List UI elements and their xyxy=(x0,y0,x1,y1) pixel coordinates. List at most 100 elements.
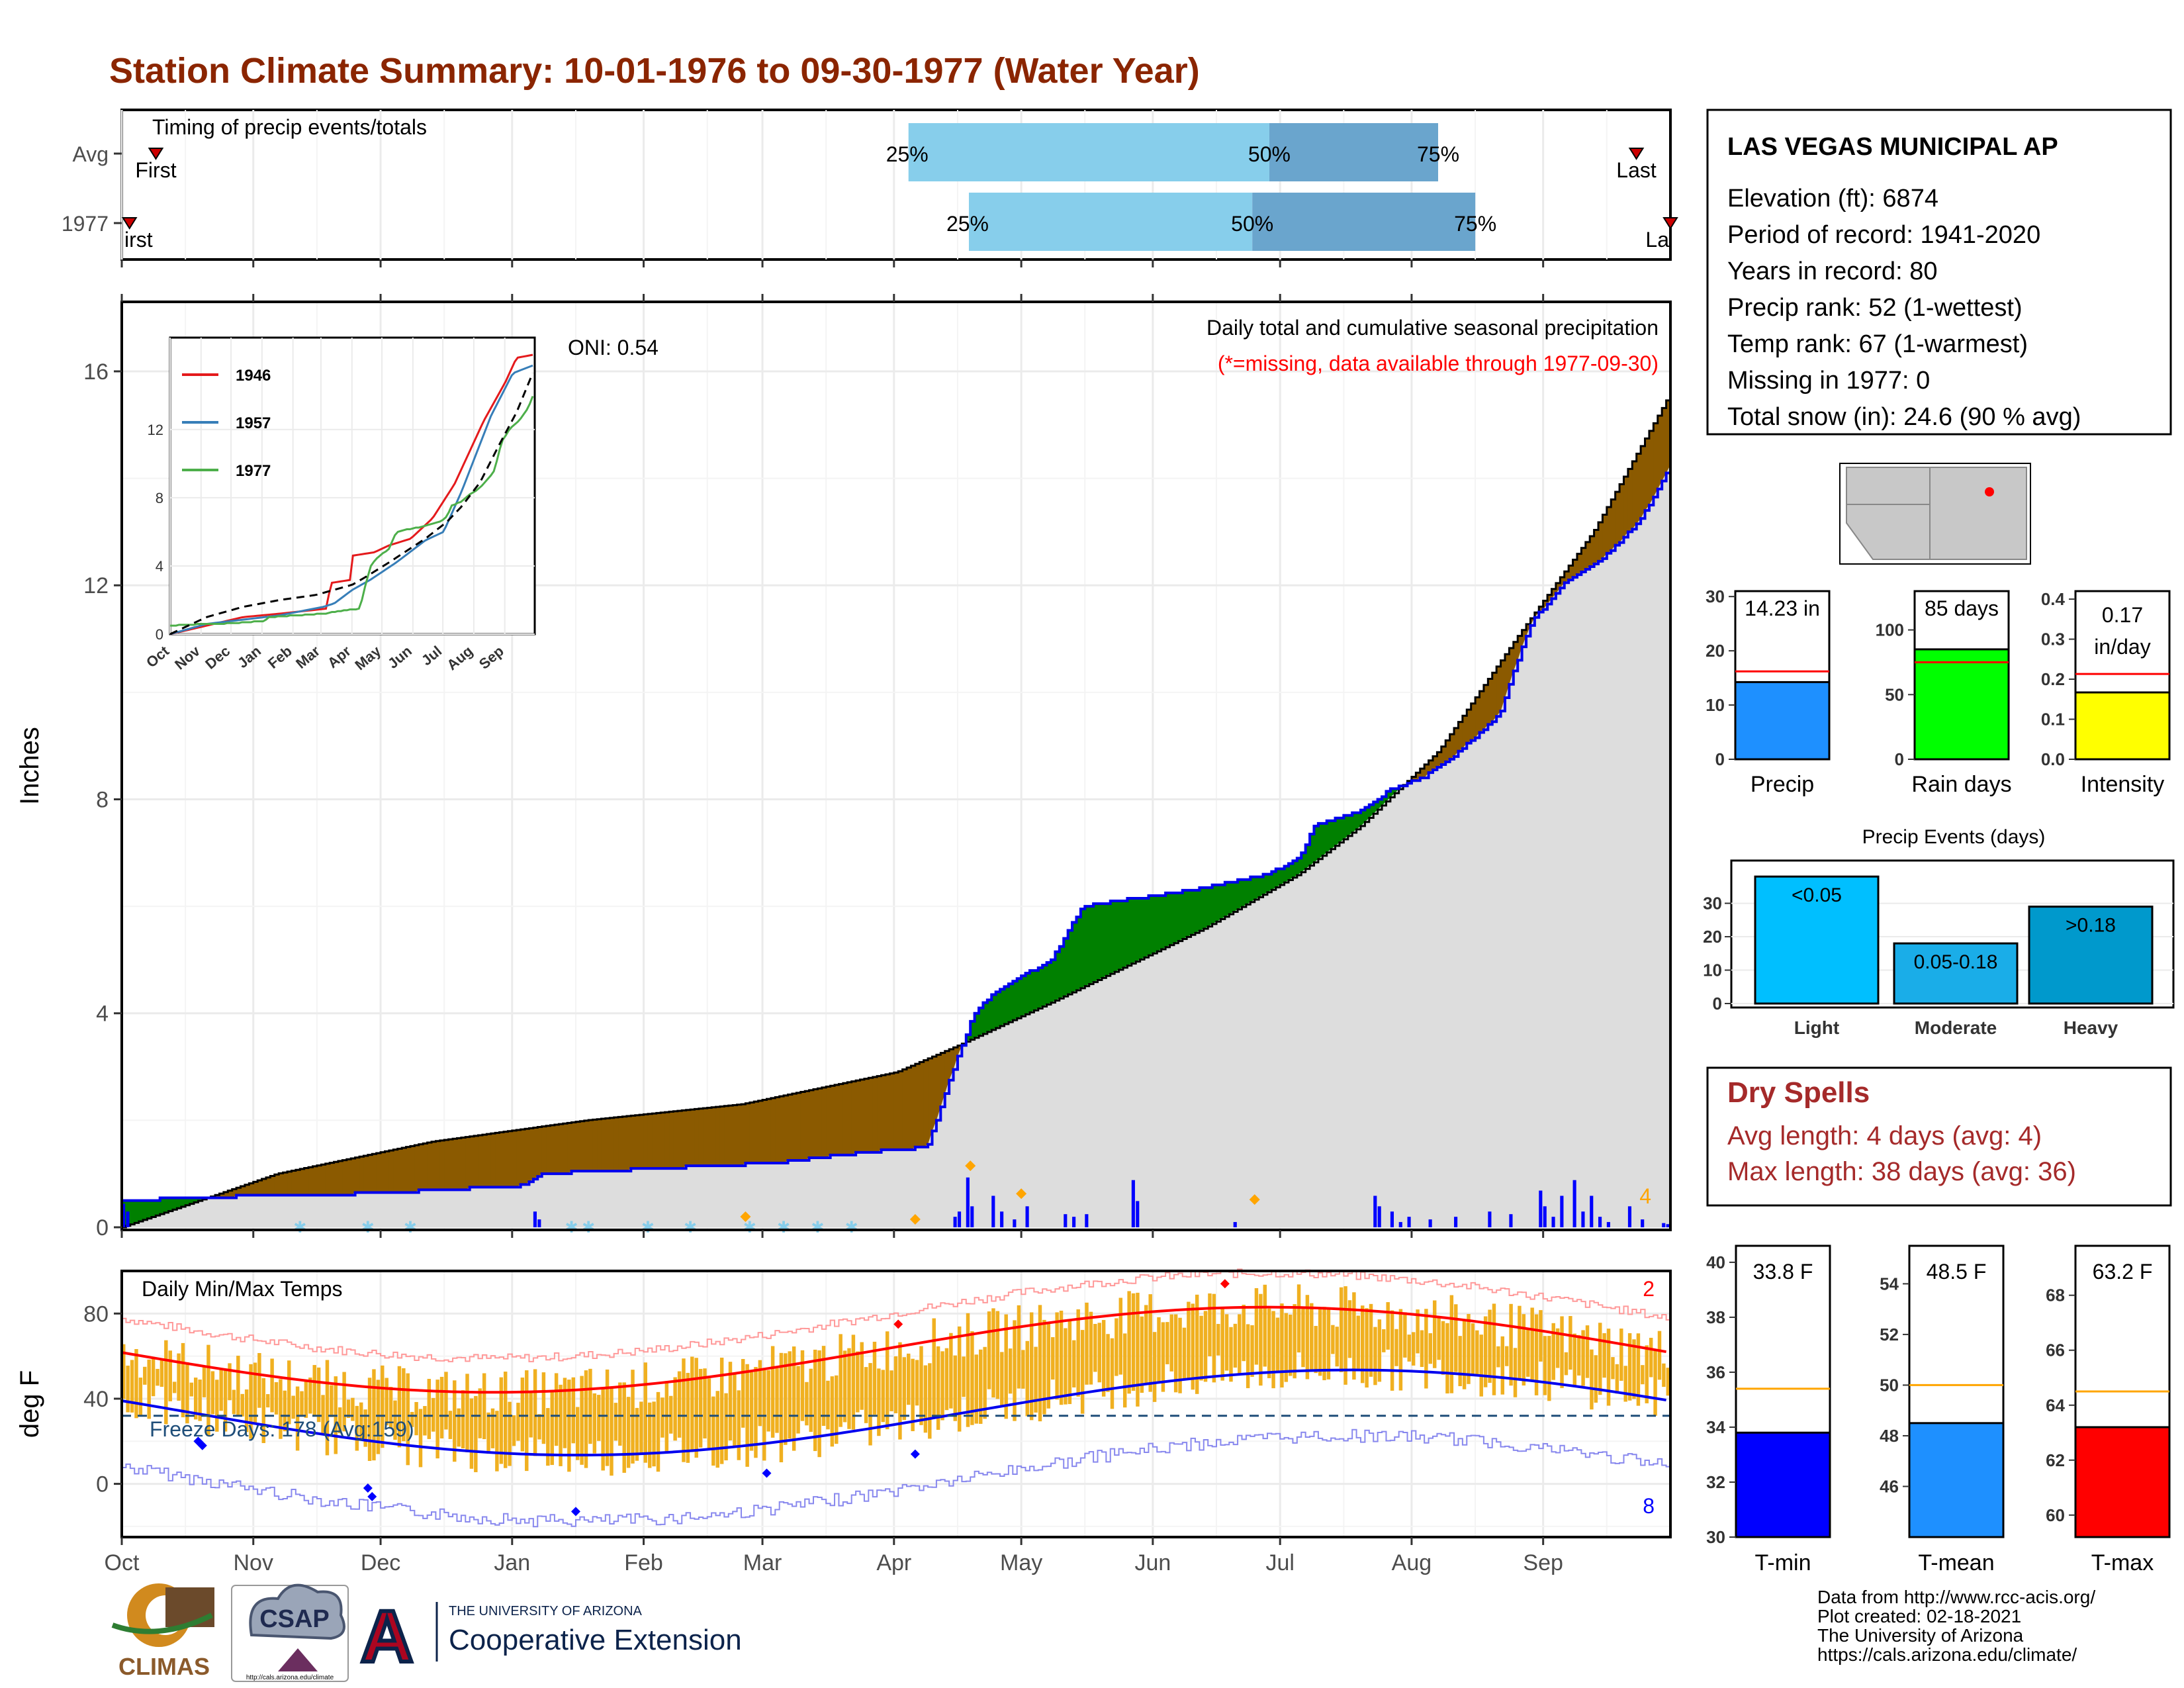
daily-temp-range-bar xyxy=(520,1378,525,1452)
daily-temp-range-bar xyxy=(1259,1293,1263,1386)
daily-precip-bar xyxy=(966,1177,970,1227)
below-normal-deficit-fill xyxy=(618,1117,623,1172)
below-normal-deficit-fill xyxy=(711,1107,717,1166)
daily-temp-range-bar xyxy=(300,1391,304,1416)
below-normal-deficit-fill xyxy=(388,1150,394,1193)
record-high-line xyxy=(122,1268,1670,1362)
summary-bar-group: 0.0 0.1 0.2 0.3 0.4 0.17 in/day Intensity xyxy=(2041,589,2171,797)
daily-temp-range-bar xyxy=(1500,1336,1505,1395)
inset-y-tick-label: 0 xyxy=(156,626,163,643)
above-normal-surplus-fill xyxy=(995,992,1001,1028)
daily-temp-range-bar xyxy=(1602,1333,1606,1378)
below-normal-deficit-fill xyxy=(817,1088,823,1158)
daily-temp-range-bar xyxy=(1373,1327,1377,1385)
snow-day-icon: ✱ xyxy=(684,1219,697,1237)
above-normal-surplus-fill xyxy=(1199,887,1205,931)
daily-temp-range-bar xyxy=(1017,1305,1021,1389)
station-info-line: Missing in 1977: 0 xyxy=(1727,367,1930,395)
daily-temp-range-bar xyxy=(1097,1323,1101,1383)
daily-temp-range-bar xyxy=(1178,1317,1182,1393)
above-normal-surplus-fill xyxy=(1013,981,1018,1021)
station-info-box: LAS VEGAS MUNICIPAL AP Elevation (ft): 6… xyxy=(1706,109,2172,436)
above-normal-surplus-fill xyxy=(970,1021,976,1040)
above-normal-surplus-fill xyxy=(185,1197,191,1205)
daily-temp-range-bar xyxy=(567,1380,571,1472)
snow-day-icon: ✱ xyxy=(845,1219,858,1237)
daily-temp-range-bar xyxy=(508,1401,512,1466)
below-normal-deficit-fill xyxy=(427,1143,432,1190)
below-normal-deficit-fill xyxy=(1606,507,1612,553)
temp-panel: 0 40 80 deg F Daily Min/Max Temps Freeze D… xyxy=(15,1268,1672,1538)
above-normal-surplus-fill xyxy=(1382,796,1387,806)
last-event-label: La xyxy=(1645,228,1669,252)
below-normal-deficit-fill xyxy=(402,1147,407,1193)
cumulative-observed-line xyxy=(122,465,1672,1202)
above-normal-surplus-fill xyxy=(1369,804,1375,818)
csap-logo: CSAP http://cals.arizona.edu/climate xyxy=(231,1583,349,1682)
daily-precip-bar xyxy=(1551,1217,1555,1227)
daily-temp-range-bar xyxy=(1195,1294,1199,1394)
daily-temp-range-bar xyxy=(423,1406,427,1436)
below-normal-deficit-fill xyxy=(363,1155,369,1193)
daily-temp-range-bar xyxy=(1403,1312,1407,1358)
below-normal-deficit-fill xyxy=(453,1139,458,1190)
daily-temp-range-bar xyxy=(1059,1311,1064,1405)
below-normal-deficit-fill xyxy=(584,1120,590,1172)
daily-temp-range-bar xyxy=(1641,1365,1645,1385)
below-normal-deficit-fill xyxy=(805,1091,810,1160)
below-normal-deficit-fill xyxy=(312,1166,318,1196)
daily-temp-range-bar xyxy=(1576,1335,1581,1376)
below-normal-deficit-fill xyxy=(936,1055,942,1121)
month-tick-label: Jul xyxy=(1265,1550,1294,1575)
below-normal-deficit-fill xyxy=(372,1154,377,1193)
daily-temp-range-bar xyxy=(923,1365,928,1433)
daily-temp-range-bar xyxy=(1199,1315,1203,1381)
temp-summary-tick-label: 38 xyxy=(1706,1307,1725,1327)
below-normal-deficit-fill xyxy=(359,1156,365,1193)
logos: CLIMAS CSAP http://cals.arizona.edu/clim… xyxy=(111,1583,742,1682)
below-normal-deficit-fill xyxy=(821,1087,827,1158)
timing-panel-title: Timing of precip events/totals xyxy=(152,115,427,139)
daily-temp-range-bar xyxy=(813,1349,817,1452)
daily-temp-range-bar xyxy=(1267,1308,1271,1378)
daily-temp-range-bar xyxy=(898,1342,902,1440)
temp-summary-group: 30 32 34 36 38 40 33.8 F T-min xyxy=(1706,1244,1831,1575)
daily-temp-range-bar xyxy=(244,1389,249,1432)
ua-extension-text: Cooperative Extension xyxy=(449,1624,742,1656)
below-normal-deficit-fill xyxy=(516,1129,522,1188)
above-normal-surplus-fill xyxy=(1017,978,1022,1019)
below-normal-deficit-fill xyxy=(1522,630,1527,647)
summary-bar xyxy=(1913,648,2010,761)
above-normal-surplus-fill xyxy=(1089,906,1094,984)
daily-precip-bar xyxy=(1136,1201,1140,1227)
below-normal-deficit-fill xyxy=(851,1081,856,1155)
above-normal-surplus-fill xyxy=(164,1197,169,1213)
daily-temp-range-bar xyxy=(563,1378,567,1448)
below-normal-deficit-fill xyxy=(1449,734,1455,759)
daily-temp-range-bar xyxy=(402,1368,406,1442)
inset-average-line xyxy=(169,372,534,635)
daily-temp-range-bar xyxy=(388,1387,393,1429)
timing-q25-q50-bar xyxy=(908,123,1269,181)
daily-temp-range-bar xyxy=(626,1397,631,1468)
below-normal-deficit-fill xyxy=(223,1192,229,1198)
above-normal-surplus-fill xyxy=(1297,858,1302,876)
daily-temp-range-bar xyxy=(130,1360,134,1413)
daily-temp-range-bar xyxy=(1449,1295,1454,1393)
daily-temp-range-bar xyxy=(588,1368,592,1444)
daily-temp-range-bar xyxy=(1534,1314,1539,1395)
below-normal-deficit-fill xyxy=(1492,673,1497,722)
daily-temp-range-bar xyxy=(134,1348,138,1419)
daily-temp-range-bar xyxy=(1386,1302,1390,1350)
daily-temp-range-bar xyxy=(970,1331,974,1425)
below-normal-deficit-fill xyxy=(940,1053,946,1107)
above-normal-surplus-fill xyxy=(1127,898,1132,966)
daily-temp-range-bar xyxy=(1488,1309,1492,1383)
below-normal-deficit-fill xyxy=(397,1149,402,1193)
below-normal-deficit-fill xyxy=(423,1143,428,1190)
above-normal-surplus-fill xyxy=(974,1013,979,1038)
daily-temp-range-bar xyxy=(784,1353,788,1445)
inset-legend-label: 1946 xyxy=(236,367,271,385)
station-info-line: Period of record: 1941-2020 xyxy=(1727,221,2040,249)
